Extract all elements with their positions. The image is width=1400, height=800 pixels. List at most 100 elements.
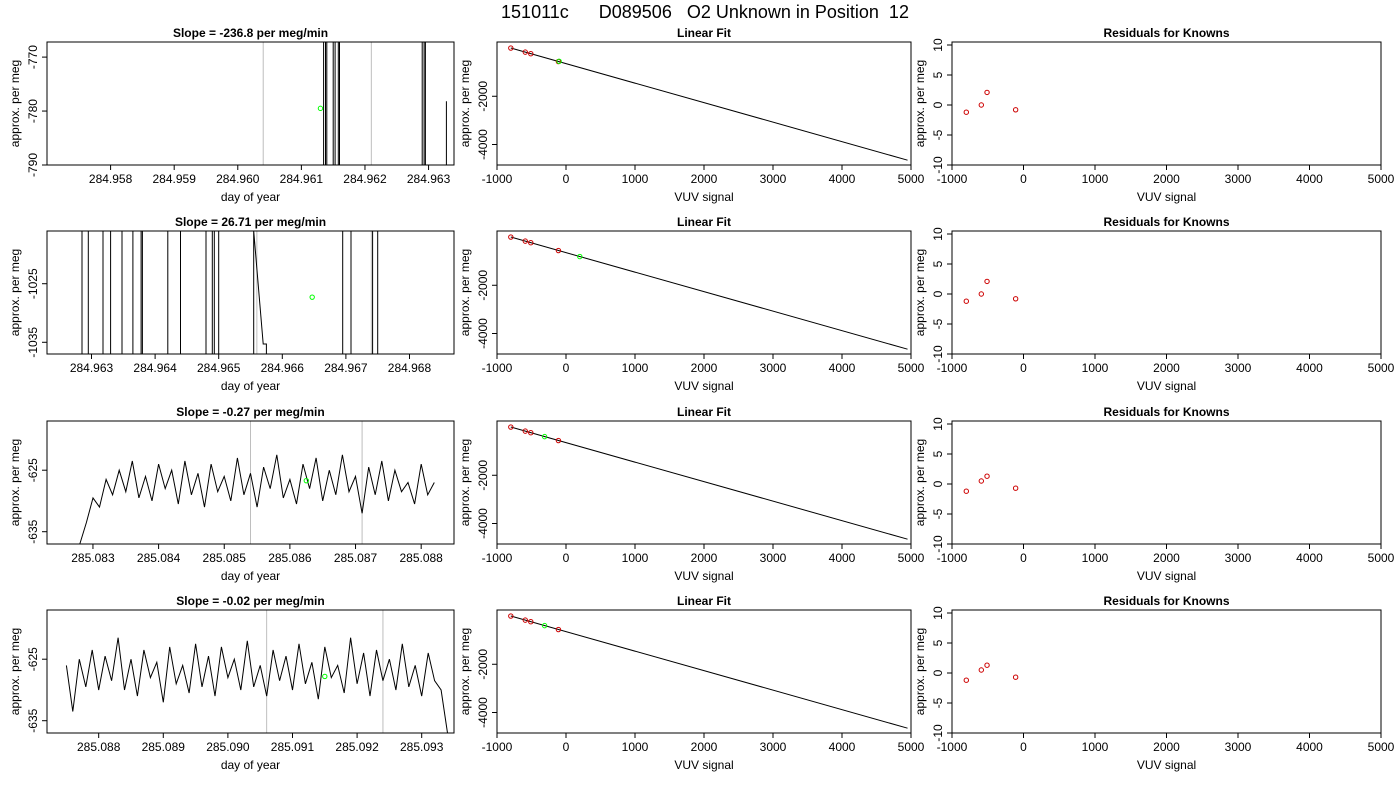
x-tick-label: 285.088 (77, 740, 121, 754)
known-point (528, 51, 534, 57)
series-line (323, 42, 447, 165)
x-tick-label: 284.958 (89, 172, 133, 186)
plot-area (963, 89, 1019, 115)
known-point (522, 238, 528, 244)
x-axis-label: VUV signal (674, 190, 733, 204)
x-axis-label: VUV signal (674, 758, 733, 772)
plot-frame (46, 230, 455, 355)
panel-title: Slope = 26.71 per meg/min (175, 215, 326, 229)
y-tick-label: -4000 (476, 129, 490, 160)
x-tick-label: 2000 (1153, 740, 1180, 754)
y-tick-label: 0 (931, 669, 945, 676)
known-point (522, 617, 528, 623)
y-tick-label: -635 (26, 708, 40, 732)
y-tick-label: -4000 (476, 318, 490, 349)
y-axis-label: approx. per meg (458, 628, 472, 715)
plot-frame (496, 41, 912, 166)
x-tick-label: 3000 (1225, 740, 1252, 754)
panel-title: Linear Fit (677, 26, 731, 40)
x-tick-label: 1000 (622, 361, 649, 375)
x-tick-label: 284.968 (388, 361, 432, 375)
y-tick-label: -780 (26, 99, 40, 123)
x-axis-label: day of year (221, 190, 280, 204)
known-point (522, 49, 528, 55)
x-tick-label: 5000 (1368, 551, 1395, 565)
known-point (508, 613, 514, 619)
x-tick-label: 284.961 (280, 172, 324, 186)
x-tick-label: 5000 (898, 361, 925, 375)
unknown-point (577, 253, 583, 260)
y-tick-label: -770 (26, 45, 40, 69)
y-tick-label: -790 (26, 153, 40, 177)
x-axis-label: day of year (221, 569, 280, 583)
plot-area (963, 662, 1019, 683)
y-tick-label: -625 (26, 647, 40, 671)
x-tick-label: 1000 (622, 551, 649, 565)
x-axis-label: VUV signal (1137, 190, 1196, 204)
plot-area (81, 231, 379, 354)
known-point (508, 424, 514, 430)
fit-line (510, 236, 908, 350)
plot-frame (46, 420, 455, 545)
y-axis-label: approx. per meg (913, 628, 927, 715)
plot-frame (496, 609, 912, 734)
panel-title: Linear Fit (677, 594, 731, 608)
y-axis-label: approx. per meg (8, 439, 22, 526)
y-tick-label: 10 (931, 606, 945, 620)
residuals-3: Residuals for Knowns -1000 0 1000 2000 3000 40… (913, 405, 1395, 583)
x-tick-label: 5000 (1368, 740, 1395, 754)
plot-area (963, 473, 1019, 494)
x-tick-label: -1000 (937, 361, 968, 375)
x-tick-label: -1000 (937, 740, 968, 754)
x-tick-label: 4000 (1296, 740, 1323, 754)
x-tick-label: 0 (1020, 361, 1027, 375)
x-tick-label: 1000 (1082, 740, 1109, 754)
x-tick-label: 284.962 (343, 172, 387, 186)
x-tick-label: 1000 (1082, 172, 1109, 186)
plot-frame (496, 420, 912, 545)
x-tick-label: 285.088 (399, 551, 443, 565)
x-tick-label: 2000 (1153, 551, 1180, 565)
panels: Slope = -236.8 per meg/min 284.958 284.959… (8, 26, 1395, 772)
x-tick-label: 1000 (622, 740, 649, 754)
plot-area (508, 45, 908, 161)
y-axis-label: approx. per meg (458, 439, 472, 526)
x-tick-label: 3000 (1225, 551, 1252, 565)
y-axis-label: approx. per meg (458, 249, 472, 336)
y-tick-label: 10 (931, 38, 945, 52)
x-tick-label: 5000 (1368, 172, 1395, 186)
y-tick-label: -10 (931, 724, 945, 742)
y-tick-label: 5 (931, 71, 945, 78)
plot-area (508, 424, 908, 540)
linear-fit-4: Linear Fit -1000 0 1000 2000 3000 4000 5000 -400… (458, 594, 925, 772)
x-tick-label: 3000 (1225, 172, 1252, 186)
x-tick-label: 0 (1020, 551, 1027, 565)
x-tick-label: 3000 (760, 172, 787, 186)
linear-fit-2: Linear Fit -1000 0 1000 2000 3000 4000 5000 -400… (458, 215, 925, 393)
known-point (978, 478, 985, 484)
plot-frame (951, 230, 1382, 355)
plot-frame (951, 420, 1382, 545)
series-line (79, 454, 435, 544)
plot-frame (951, 609, 1382, 734)
plot-frame (496, 230, 912, 355)
x-tick-label: 4000 (829, 361, 856, 375)
known-point (555, 626, 562, 633)
x-tick-label: 0 (563, 740, 570, 754)
known-point (963, 298, 969, 304)
x-tick-label: 284.966 (261, 361, 305, 375)
plot-frame (951, 41, 1382, 166)
unknown-point (309, 294, 315, 300)
x-tick-label: 0 (563, 551, 570, 565)
x-tick-label: 5000 (1368, 361, 1395, 375)
known-point (984, 278, 990, 285)
y-tick-label: -5 (931, 508, 945, 519)
y-axis-label: approx. per meg (913, 249, 927, 336)
y-tick-label: 0 (931, 480, 945, 487)
x-tick-label: 284.963 (70, 361, 114, 375)
y-tick-label: -625 (26, 458, 40, 482)
y-tick-label: 10 (931, 227, 945, 241)
x-axis-label: VUV signal (1137, 569, 1196, 583)
y-tick-label: -2000 (476, 270, 490, 301)
y-tick-label: -1025 (26, 268, 40, 299)
